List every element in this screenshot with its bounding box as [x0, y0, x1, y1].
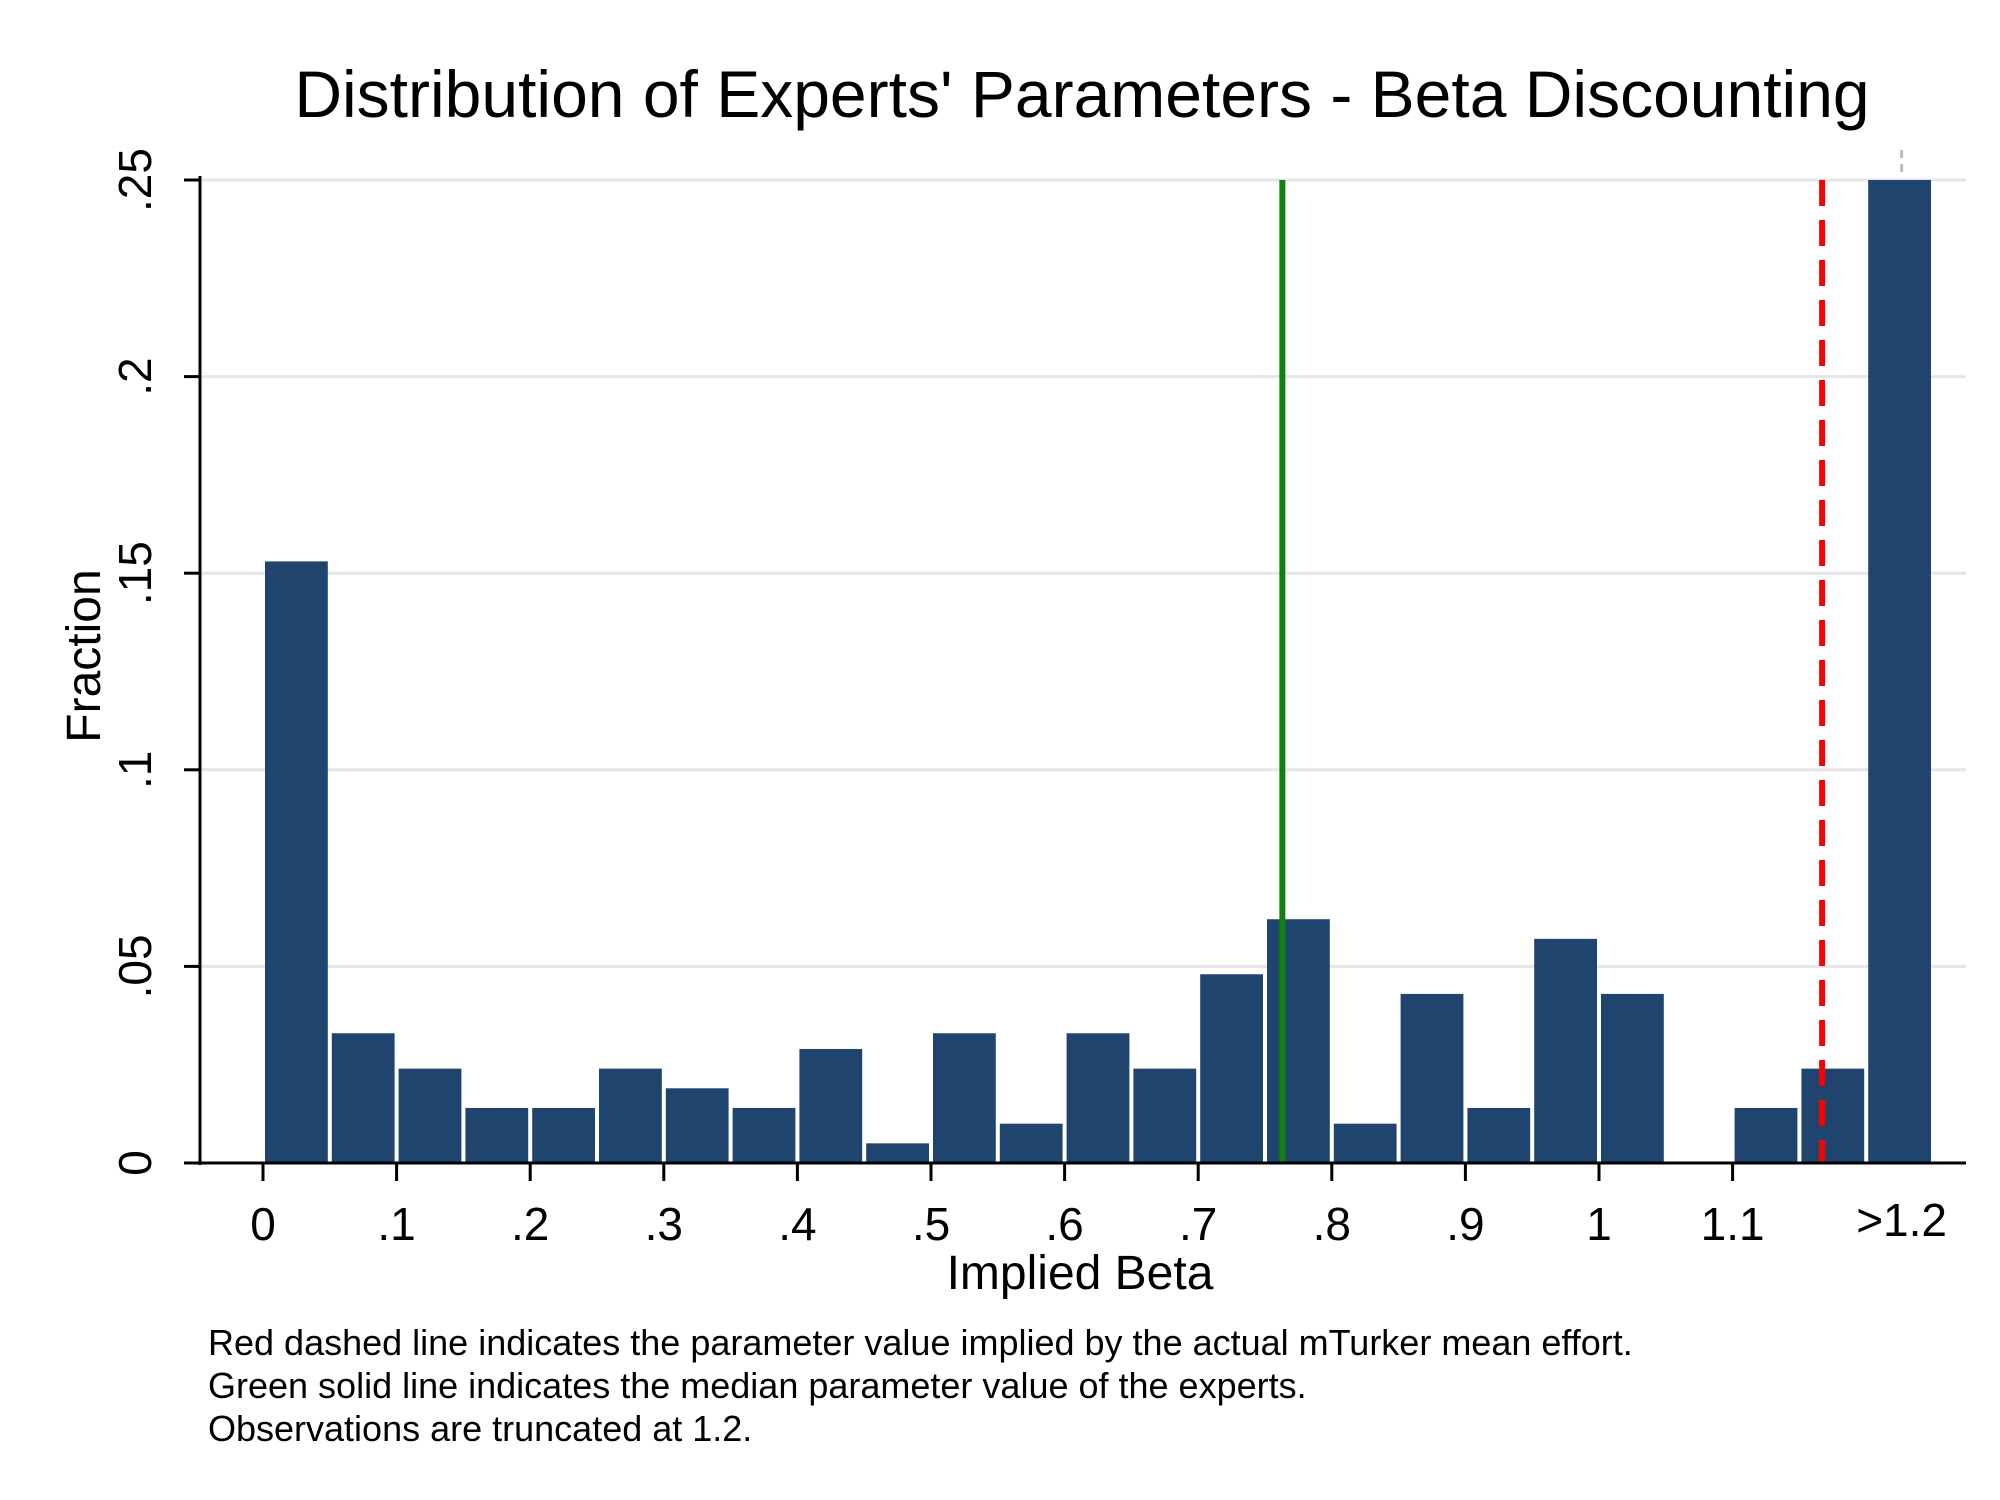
bar-0: [265, 561, 328, 1163]
gridlines: [200, 178, 1966, 968]
bar-13: [1133, 1068, 1197, 1163]
x-tick-labels: 0 .1 .2 .3 .4 .5 .6 .7 .8 .9 1 1.1 >1.2: [250, 1194, 1947, 1250]
bars: [265, 180, 1931, 1163]
x-tick-label-11: 1.1: [1701, 1198, 1765, 1250]
y-tick-label-1: .05: [109, 934, 161, 998]
bar-14: [1200, 974, 1263, 1163]
y-tick-label-2: .1: [109, 751, 161, 789]
x-tick-label-9: .9: [1446, 1198, 1484, 1250]
bar-22: [1734, 1107, 1798, 1163]
bar-9: [866, 1143, 929, 1163]
y-tick-label-0: 0: [109, 1150, 161, 1176]
bar-20: [1601, 993, 1664, 1163]
x-tick-label-5: .5: [912, 1198, 950, 1250]
x-tick-label-7: .7: [1179, 1198, 1217, 1250]
x-axis-label: Implied Beta: [947, 1247, 1214, 1300]
x-tick-label-3: .3: [645, 1198, 683, 1250]
y-tick-label-4: .2: [109, 357, 161, 395]
bar-4: [532, 1107, 595, 1163]
axes: [184, 150, 1966, 1181]
y-axis-label: Fraction: [58, 569, 111, 742]
bar-1: [331, 1033, 395, 1163]
bar-18: [1467, 1107, 1531, 1163]
bar-17: [1400, 993, 1464, 1163]
note-line-2: Green solid line indicates the median pa…: [208, 1365, 1307, 1406]
x-tick-label-4: .4: [778, 1198, 816, 1250]
bar-6: [665, 1088, 729, 1163]
reference-lines: [1279, 180, 1826, 1163]
bar-12: [1066, 1033, 1130, 1163]
bar-5: [599, 1068, 662, 1163]
bar-10: [933, 1033, 996, 1163]
bar-15: [1267, 919, 1330, 1163]
note-line-3: Observations are truncated at 1.2.: [208, 1408, 752, 1449]
x-tick-label-0: 0: [250, 1198, 276, 1250]
x-tick-label-2: .2: [511, 1198, 549, 1250]
bar-24: [1868, 180, 1931, 1163]
bar-7: [732, 1107, 796, 1163]
bar-19: [1534, 938, 1597, 1163]
x-tick-label-1: .1: [377, 1198, 415, 1250]
x-tick-label-6: .6: [1045, 1198, 1083, 1250]
bar-11: [999, 1123, 1063, 1163]
x-tick-label-10: 1: [1586, 1198, 1612, 1250]
note-line-1: Red dashed line indicates the parameter …: [208, 1322, 1633, 1363]
bar-16: [1333, 1123, 1397, 1163]
x-tick-label-12: >1.2: [1856, 1194, 1947, 1246]
bar-23: [1801, 1068, 1865, 1163]
bar-8: [799, 1048, 863, 1163]
y-tick-label-5: .25: [109, 148, 161, 212]
y-tick-labels: 0 .05 .1 .15 .2 .25: [109, 148, 161, 1176]
bar-2: [398, 1068, 462, 1163]
bar-3: [465, 1107, 529, 1163]
x-tick-label-8: .8: [1313, 1198, 1351, 1250]
y-tick-label-3: .15: [109, 541, 161, 605]
chart-title: Distribution of Experts' Parameters - Be…: [294, 57, 1869, 131]
